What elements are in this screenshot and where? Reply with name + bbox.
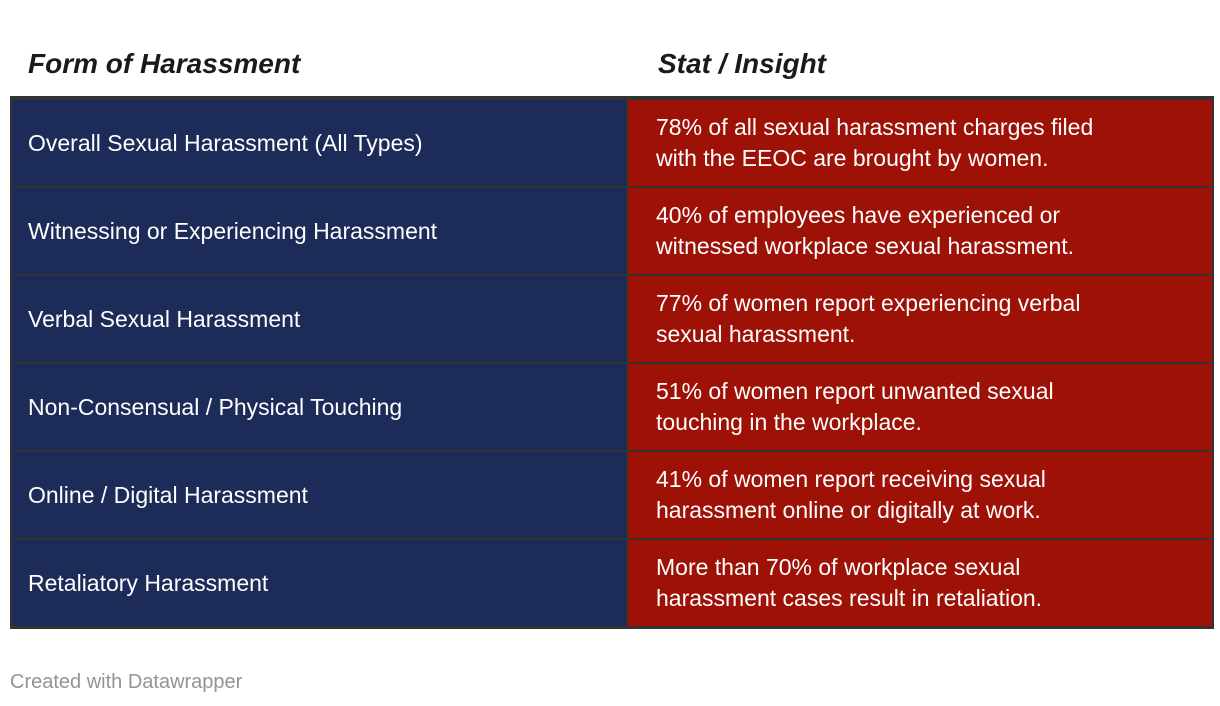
stat-cell: 40% of employees have experienced or wit… <box>628 188 1212 274</box>
stat-cell: 78% of all sexual harassment charges fil… <box>628 100 1212 186</box>
column-header-row: Form of Harassment Stat / Insight <box>10 48 1214 80</box>
stat-cell: More than 70% of workplace sexual harass… <box>628 540 1212 626</box>
form-cell: Overall Sexual Harassment (All Types) <box>12 100 626 186</box>
stat-cell: 77% of women report experiencing verbal … <box>628 276 1212 362</box>
chart-content: Form of Harassment Stat / Insight Overal… <box>10 0 1214 629</box>
form-cell: Retaliatory Harassment <box>12 540 626 626</box>
form-cell: Witnessing or Experiencing Harassment <box>12 188 626 274</box>
column-header-stat: Stat / Insight <box>658 48 826 79</box>
form-cell: Non-Consensual / Physical Touching <box>12 364 626 450</box>
datawrapper-credit: Created with Datawrapper <box>10 671 243 693</box>
column-header-form: Form of Harassment <box>28 48 301 79</box>
data-table: Overall Sexual Harassment (All Types) 78… <box>10 96 1214 629</box>
form-cell: Online / Digital Harassment <box>12 452 626 538</box>
stat-cell: 51% of women report unwanted sexual touc… <box>628 364 1212 450</box>
form-cell: Verbal Sexual Harassment <box>12 276 626 362</box>
stat-cell: 41% of women report receiving sexual har… <box>628 452 1212 538</box>
